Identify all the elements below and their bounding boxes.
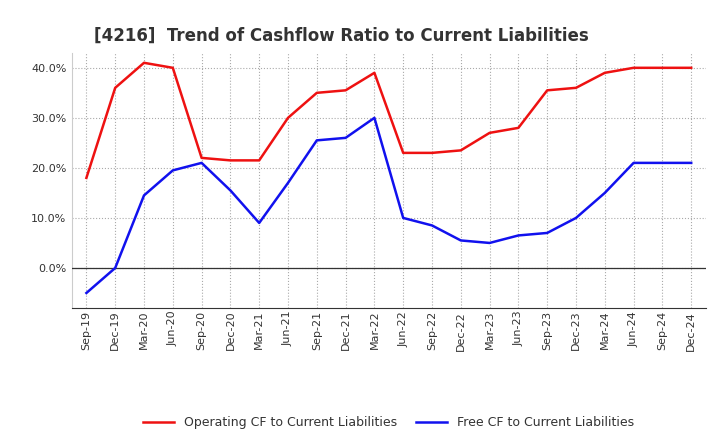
- Operating CF to Current Liabilities: [514, 125, 523, 131]
- Operating CF to Current Liabilities: [485, 130, 494, 136]
- Free CF to Current Liabilities: [629, 160, 638, 165]
- Free CF to Current Liabilities: [312, 138, 321, 143]
- Free CF to Current Liabilities: [572, 215, 580, 220]
- Free CF to Current Liabilities: [370, 115, 379, 121]
- Free CF to Current Liabilities: [255, 220, 264, 226]
- Free CF to Current Liabilities: [543, 230, 552, 235]
- Operating CF to Current Liabilities: [284, 115, 292, 121]
- Free CF to Current Liabilities: [428, 223, 436, 228]
- Free CF to Current Liabilities: [341, 135, 350, 140]
- Free CF to Current Liabilities: [140, 193, 148, 198]
- Free CF to Current Liabilities: [456, 238, 465, 243]
- Line: Operating CF to Current Liabilities: Operating CF to Current Liabilities: [86, 63, 691, 178]
- Operating CF to Current Liabilities: [456, 148, 465, 153]
- Free CF to Current Liabilities: [600, 190, 609, 195]
- Operating CF to Current Liabilities: [140, 60, 148, 66]
- Free CF to Current Liabilities: [399, 215, 408, 220]
- Operating CF to Current Liabilities: [600, 70, 609, 75]
- Operating CF to Current Liabilities: [658, 65, 667, 70]
- Operating CF to Current Liabilities: [572, 85, 580, 91]
- Free CF to Current Liabilities: [485, 240, 494, 246]
- Operating CF to Current Liabilities: [629, 65, 638, 70]
- Free CF to Current Liabilities: [284, 180, 292, 186]
- Text: [4216]  Trend of Cashflow Ratio to Current Liabilities: [4216] Trend of Cashflow Ratio to Curren…: [94, 26, 588, 44]
- Operating CF to Current Liabilities: [341, 88, 350, 93]
- Free CF to Current Liabilities: [82, 290, 91, 296]
- Operating CF to Current Liabilities: [111, 85, 120, 91]
- Free CF to Current Liabilities: [687, 160, 696, 165]
- Operating CF to Current Liabilities: [399, 150, 408, 155]
- Operating CF to Current Liabilities: [168, 65, 177, 70]
- Free CF to Current Liabilities: [111, 265, 120, 271]
- Operating CF to Current Liabilities: [370, 70, 379, 75]
- Operating CF to Current Liabilities: [82, 175, 91, 180]
- Line: Free CF to Current Liabilities: Free CF to Current Liabilities: [86, 118, 691, 293]
- Operating CF to Current Liabilities: [226, 158, 235, 163]
- Free CF to Current Liabilities: [658, 160, 667, 165]
- Operating CF to Current Liabilities: [687, 65, 696, 70]
- Free CF to Current Liabilities: [197, 160, 206, 165]
- Operating CF to Current Liabilities: [197, 155, 206, 161]
- Free CF to Current Liabilities: [226, 188, 235, 193]
- Free CF to Current Liabilities: [168, 168, 177, 173]
- Operating CF to Current Liabilities: [428, 150, 436, 155]
- Operating CF to Current Liabilities: [312, 90, 321, 95]
- Free CF to Current Liabilities: [514, 233, 523, 238]
- Operating CF to Current Liabilities: [255, 158, 264, 163]
- Operating CF to Current Liabilities: [543, 88, 552, 93]
- Legend: Operating CF to Current Liabilities, Free CF to Current Liabilities: Operating CF to Current Liabilities, Fre…: [138, 411, 639, 434]
